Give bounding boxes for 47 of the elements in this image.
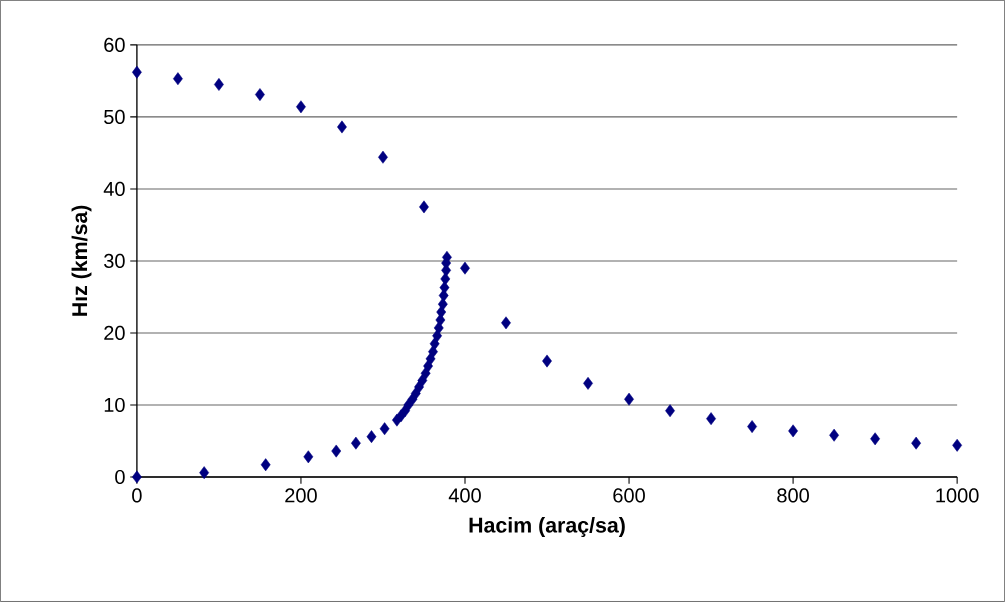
point <box>214 78 224 91</box>
point <box>366 430 377 444</box>
point <box>624 392 634 406</box>
point <box>542 354 552 368</box>
y-axis-title: Hız (km/sa) <box>71 205 92 316</box>
point <box>331 444 342 458</box>
point <box>337 120 347 134</box>
y-tick-label: 40 <box>103 181 125 197</box>
x-tick-label: 0 <box>132 488 142 503</box>
point <box>583 377 593 390</box>
x-tick-label: 1000 <box>936 488 979 503</box>
point <box>132 470 142 484</box>
point <box>665 404 675 418</box>
point <box>460 261 470 275</box>
x-tick-label: 200 <box>285 488 317 503</box>
y-tick-label: 60 <box>104 37 125 52</box>
point <box>296 100 306 114</box>
point <box>403 398 414 412</box>
y-tick-label: 0 <box>115 469 125 485</box>
point <box>199 466 210 480</box>
point <box>351 436 361 450</box>
point <box>440 272 451 286</box>
point <box>706 412 716 426</box>
y-tick-label: 50 <box>104 109 125 125</box>
point <box>870 432 880 446</box>
y-tick-label: 30 <box>104 253 125 269</box>
point <box>952 438 963 452</box>
point <box>911 436 921 450</box>
x-tick-label: 800 <box>777 488 809 503</box>
x-tick-label: 600 <box>613 488 645 503</box>
point <box>417 374 428 387</box>
x-tick-label: 400 <box>448 488 481 503</box>
point <box>829 428 839 442</box>
point <box>788 424 798 438</box>
point <box>255 88 265 102</box>
y-tick-label: 20 <box>104 325 125 341</box>
x-axis-title: Hacim (araç/sa) <box>469 517 625 537</box>
point <box>132 65 142 79</box>
point <box>747 420 757 434</box>
point <box>501 316 511 330</box>
point <box>419 200 429 214</box>
point <box>379 422 390 436</box>
point <box>260 458 271 472</box>
point <box>303 450 314 464</box>
point <box>378 150 388 164</box>
point <box>173 72 183 86</box>
y-tick-label: 10 <box>104 397 125 413</box>
